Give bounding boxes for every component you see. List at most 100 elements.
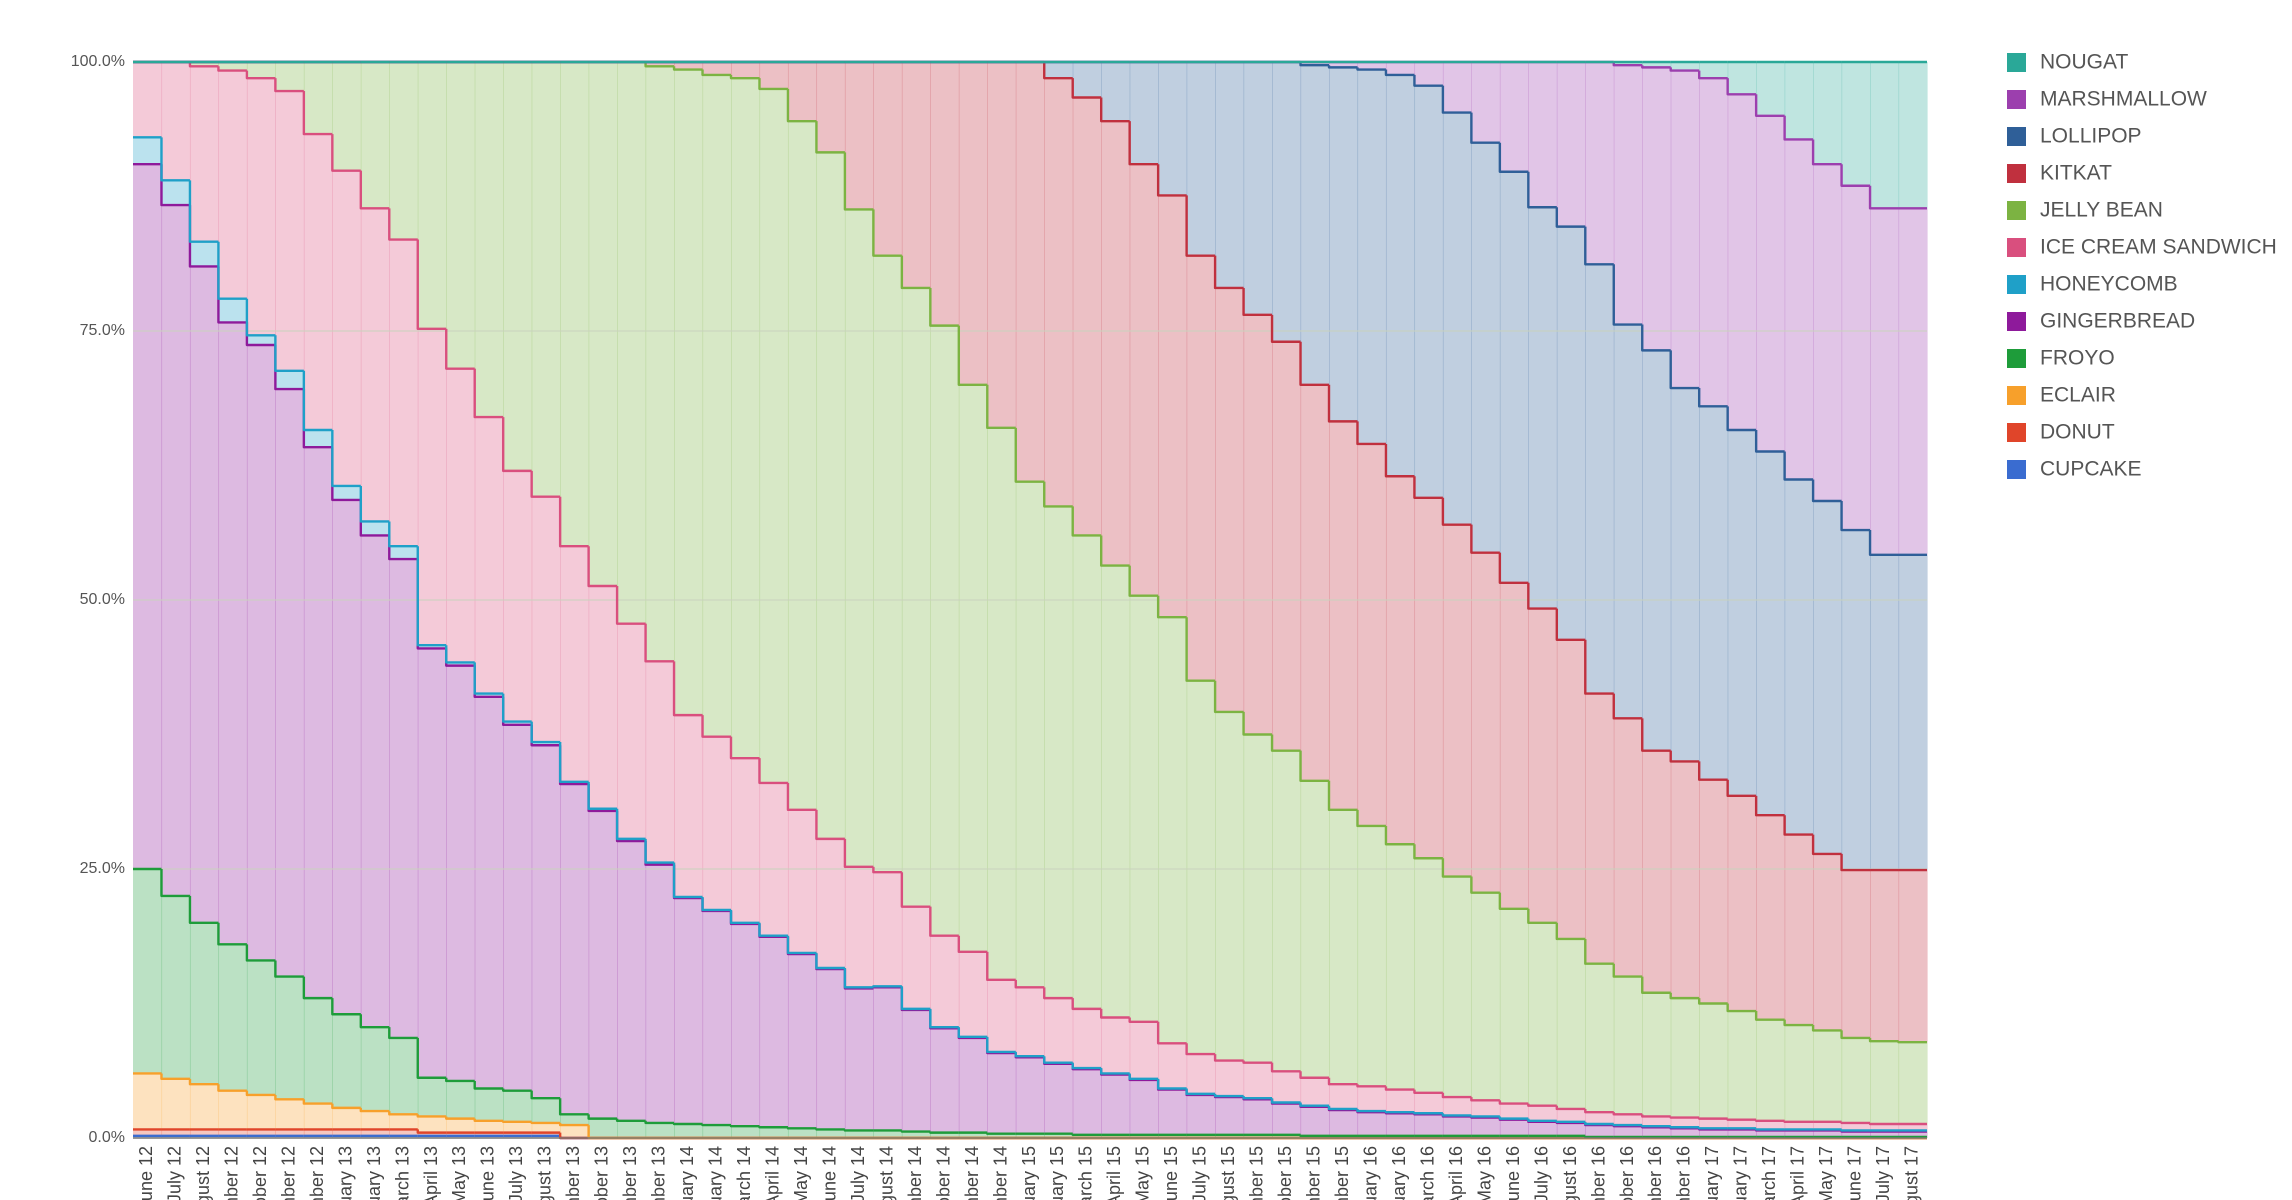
area-segment xyxy=(1044,62,1074,79)
step-line xyxy=(729,1124,760,1128)
step-line xyxy=(929,287,959,327)
step-line xyxy=(1128,1017,1159,1023)
step-line xyxy=(1156,164,1187,197)
area-segment xyxy=(844,209,874,867)
x-tick-label: May 15 xyxy=(1133,1146,1153,1200)
area-segment xyxy=(1756,1130,1786,1137)
step-line xyxy=(160,869,190,898)
step-line xyxy=(359,1107,390,1113)
area-segment xyxy=(930,325,960,936)
area-segment xyxy=(1870,62,1900,209)
area-segment xyxy=(503,470,533,722)
step-line xyxy=(1811,139,1842,166)
area-segment xyxy=(1243,734,1273,1063)
area-segment xyxy=(1471,142,1501,553)
x-tick-label: August 13 xyxy=(535,1146,555,1200)
area-segment xyxy=(133,137,163,165)
x-tick-label: April 16 xyxy=(1446,1146,1466,1200)
step-line xyxy=(188,1078,219,1086)
step-line xyxy=(331,429,361,488)
step-line xyxy=(1612,1112,1643,1116)
legend-label: ECLAIR xyxy=(2040,384,2116,407)
area-segment xyxy=(1699,779,1729,1004)
step-line xyxy=(1584,226,1614,266)
area-segment xyxy=(1642,350,1672,751)
step-line xyxy=(245,1090,276,1097)
area-segment xyxy=(1101,565,1131,1018)
area-segment xyxy=(1215,711,1245,1061)
area-segment xyxy=(1670,1128,1700,1137)
step-line xyxy=(331,134,361,172)
area-segment xyxy=(303,62,333,135)
area-segment xyxy=(731,758,761,923)
area-segment xyxy=(1784,1130,1814,1137)
area-segment xyxy=(1528,608,1558,923)
area-segment xyxy=(816,1129,846,1138)
area-segment xyxy=(844,866,874,988)
step-line xyxy=(1299,1102,1329,1107)
area-segment xyxy=(389,1037,419,1115)
area-segment xyxy=(787,954,818,1129)
step-line xyxy=(530,470,561,498)
step-line xyxy=(274,335,304,373)
area-segment xyxy=(246,344,276,961)
area-segment xyxy=(560,62,590,547)
area-segment xyxy=(1072,535,1102,1009)
step-line xyxy=(1470,876,1500,894)
step-line xyxy=(1584,1108,1614,1114)
area-segment xyxy=(275,62,305,92)
step-line xyxy=(1071,78,1102,99)
area-segment xyxy=(474,696,504,1089)
x-tick-label: January 17 xyxy=(1702,1146,1722,1200)
area-segment xyxy=(645,661,675,863)
area-segment xyxy=(1272,341,1302,751)
area-segment xyxy=(503,724,533,1091)
step-line xyxy=(1669,350,1700,390)
area-segment xyxy=(958,62,988,385)
step-line xyxy=(1413,1112,1443,1115)
step-line xyxy=(331,998,361,1016)
step-line xyxy=(1726,406,1757,432)
area-segment xyxy=(161,895,191,1079)
x-tick-label: October 14 xyxy=(933,1146,953,1200)
y-tick-label: 50.0% xyxy=(80,591,125,608)
area-segment xyxy=(816,152,846,839)
area-segment xyxy=(1841,62,1871,186)
step-line xyxy=(1014,1051,1045,1058)
step-line xyxy=(501,1120,532,1124)
area-segment xyxy=(218,322,248,945)
area-segment xyxy=(531,1098,561,1123)
step-line xyxy=(473,1118,504,1122)
area-segment xyxy=(1044,78,1074,507)
legend-swatch xyxy=(2007,275,2026,294)
area-segment xyxy=(303,1103,333,1130)
step-line xyxy=(758,758,788,785)
step-line xyxy=(1783,115,1814,141)
area-segment xyxy=(446,368,476,663)
area-segment xyxy=(1329,1084,1359,1109)
x-tick-label: September 12 xyxy=(221,1146,241,1200)
area-segment xyxy=(161,205,191,896)
step-line xyxy=(1356,1108,1386,1113)
area-segment xyxy=(218,1090,248,1130)
step-line xyxy=(986,1036,1016,1054)
area-segment xyxy=(417,62,447,329)
area-segment xyxy=(1357,1112,1387,1136)
area-segment xyxy=(1385,62,1416,75)
step-line xyxy=(1299,341,1329,386)
x-tick-label: July 16 xyxy=(1531,1146,1551,1200)
step-line xyxy=(1783,1120,1814,1124)
area-segment xyxy=(503,1121,533,1133)
step-line xyxy=(1185,1043,1216,1056)
area-segment xyxy=(189,266,220,923)
x-tick-label: June 13 xyxy=(478,1146,498,1200)
area-segment xyxy=(1870,554,1900,871)
step-line xyxy=(1840,1030,1871,1040)
area-segment xyxy=(1215,1134,1245,1138)
legend-swatch xyxy=(2007,201,2026,220)
area-segment xyxy=(1329,67,1359,422)
area-segment xyxy=(702,74,732,737)
area-segment xyxy=(1272,1134,1302,1138)
x-tick-label: November 12 xyxy=(278,1146,298,1200)
area-segment xyxy=(901,287,931,907)
